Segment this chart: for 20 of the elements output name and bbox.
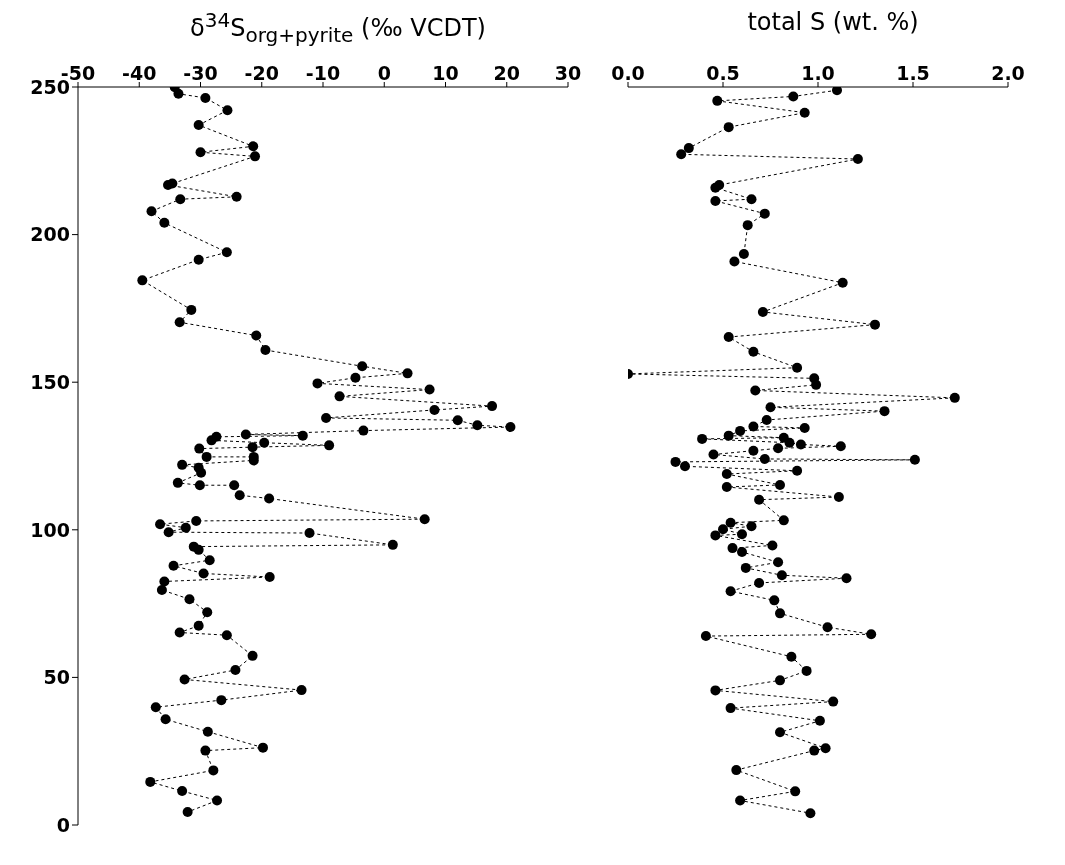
y-tick-label: 100	[30, 518, 70, 541]
x-tick-label: -10	[305, 62, 341, 84]
x-tick-label: 1.5	[896, 62, 930, 84]
x-tick-label: 20	[493, 62, 520, 84]
x-tick-label: -30	[183, 62, 218, 84]
x-tick-label: 0	[377, 62, 391, 84]
x-tick-label: 1.0	[801, 62, 835, 84]
y-tick-label: 150	[30, 370, 70, 393]
x-tick-label: 30	[554, 62, 582, 84]
x-tick-label: 2.0	[991, 62, 1025, 84]
x-tick-label: 0.0	[611, 62, 645, 84]
y-tick-label: 0	[56, 813, 70, 836]
y-tick-label: 50	[43, 666, 70, 689]
x-tick-label: 10	[432, 62, 459, 84]
x-axis-title: δ$^{34}$S$_{org+pyrite}$ (‰ VCDT)	[189, 8, 487, 47]
y-tick-label: 200	[30, 223, 70, 246]
x-tick-label: 0.5	[706, 62, 740, 84]
x-tick-label: -40	[122, 62, 157, 84]
x-axis-title: total S (wt. %)	[746, 8, 920, 38]
x-tick-label: -20	[244, 62, 279, 84]
